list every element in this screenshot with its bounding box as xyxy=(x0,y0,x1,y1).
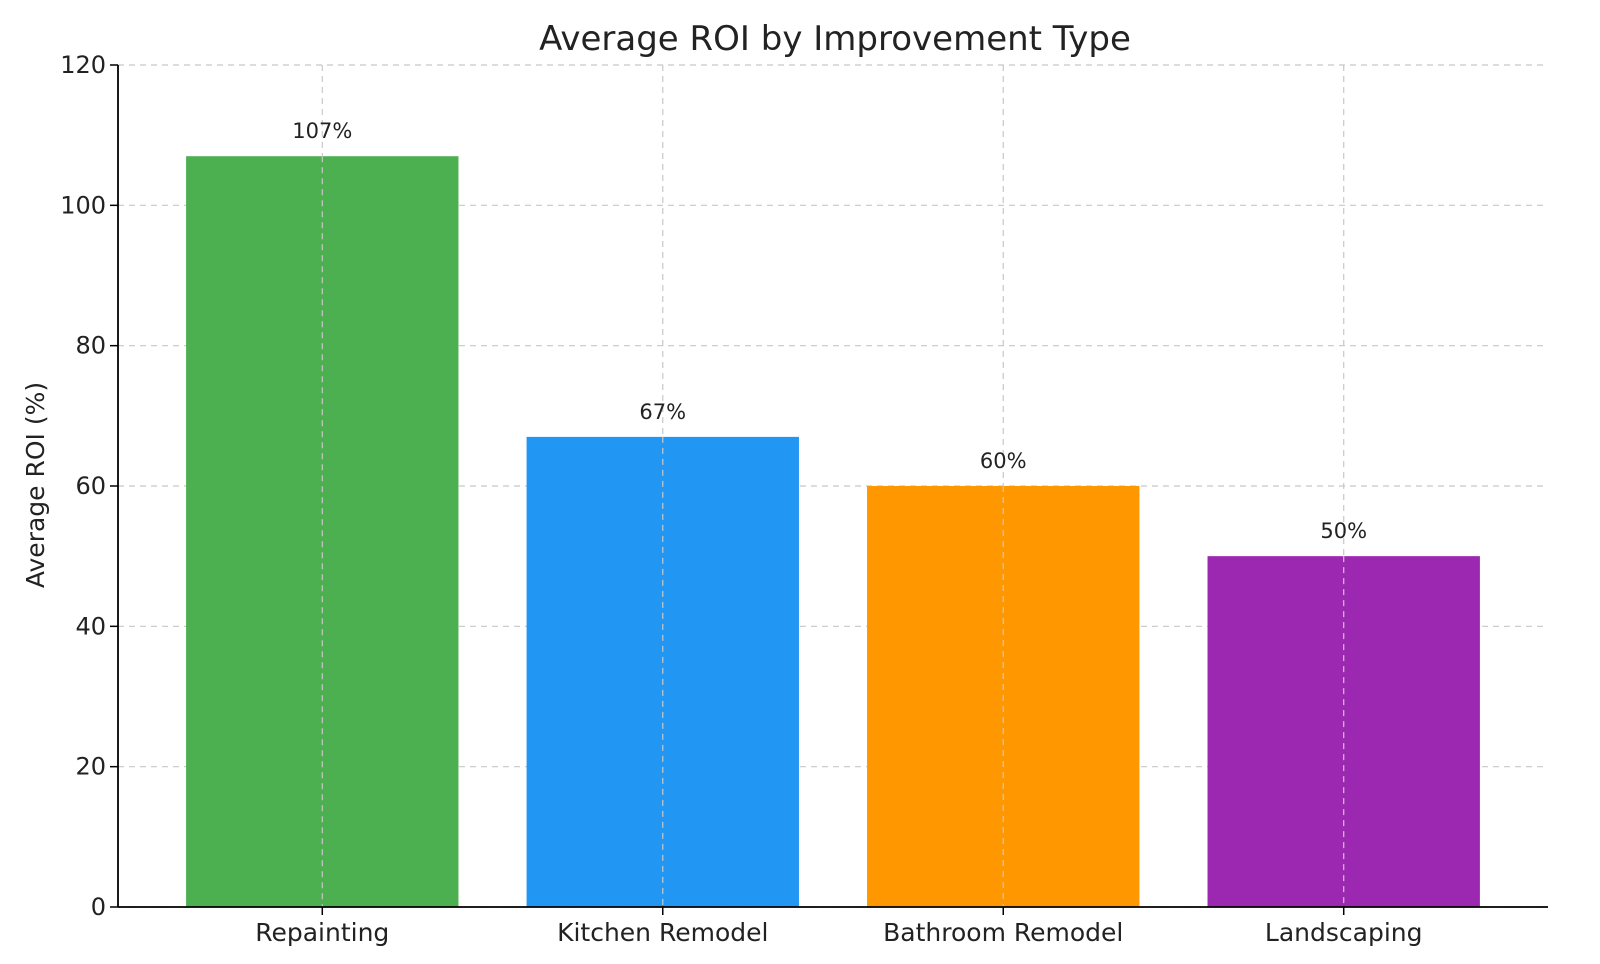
y-tick-label: 80 xyxy=(75,332,106,360)
data-label: 107% xyxy=(292,119,352,143)
x-tick-label: Repainting xyxy=(255,918,389,947)
data-label: 67% xyxy=(639,400,686,424)
data-label: 60% xyxy=(980,449,1027,473)
y-axis-label: Average ROI (%) xyxy=(21,382,50,588)
x-tick-label: Kitchen Remodel xyxy=(557,918,768,947)
chart-title: Average ROI by Improvement Type xyxy=(539,19,1131,59)
bars-layer xyxy=(186,156,1480,907)
y-tick-label: 120 xyxy=(60,51,106,79)
x-ticks: Repainting Kitchen Remodel Bathroom Remode… xyxy=(255,907,1423,947)
y-tick-label: 40 xyxy=(75,612,106,640)
data-labels: 107% 67% 60% 50% xyxy=(292,119,1367,543)
y-tick-label: 60 xyxy=(75,472,106,500)
y-tick-label: 20 xyxy=(75,753,106,781)
x-tick-label: Landscaping xyxy=(1265,918,1423,947)
y-tick-label: 0 xyxy=(91,893,106,921)
y-ticks: 0 20 40 60 80 100 120 xyxy=(60,51,118,921)
data-label: 50% xyxy=(1320,519,1367,543)
x-tick-label: Bathroom Remodel xyxy=(883,918,1123,947)
y-tick-label: 100 xyxy=(60,191,106,219)
